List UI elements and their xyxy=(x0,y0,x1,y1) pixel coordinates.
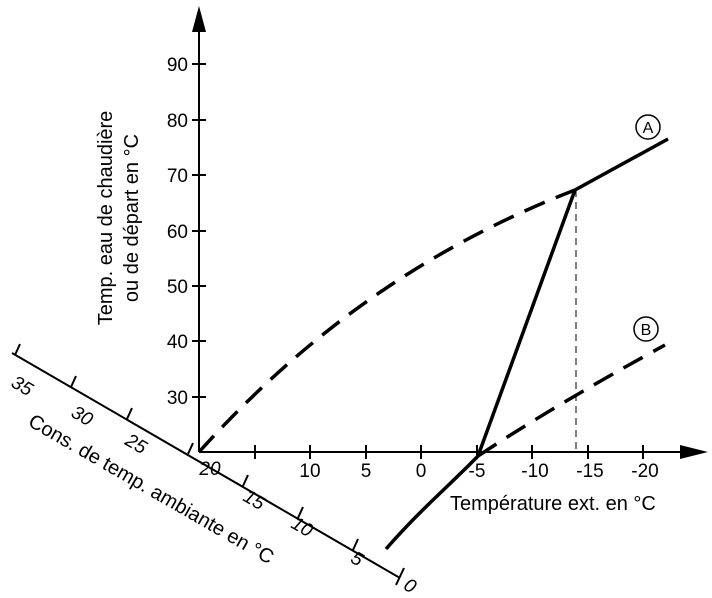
room-tick-label: 15 xyxy=(239,486,268,515)
y-tick-label: 50 xyxy=(167,277,188,298)
x-tick-label: 0 xyxy=(416,461,427,482)
room-axis-tick-labels: 35 30 25 20 15 10 5 0 xyxy=(7,372,420,598)
room-axis-ticks xyxy=(14,343,405,586)
heating-curves xyxy=(197,137,669,551)
y-axis-ticks xyxy=(192,63,206,398)
room-tick-label: 10 xyxy=(287,513,316,542)
y-tick-label: 80 xyxy=(167,111,188,132)
y-axis-arrow xyxy=(192,6,206,32)
curve-b-dashed xyxy=(477,343,666,458)
room-tick-label: 20 xyxy=(198,459,221,480)
room-tick-label: 5 xyxy=(347,548,367,572)
marker-b-label: B xyxy=(641,322,652,339)
y-axis-title-line1: Temp. eau de chaudière xyxy=(95,111,117,326)
y-axis-title: Temp. eau de chaudière ou de départ en °… xyxy=(95,111,143,326)
y-axis-title-line2: ou de départ en °C xyxy=(121,134,143,302)
y-tick-label: 40 xyxy=(167,332,188,353)
room-tick-label: 25 xyxy=(120,430,150,459)
x-tick-label: 10 xyxy=(299,461,320,482)
y-tick-label: 90 xyxy=(167,55,188,76)
y-axis-tick-labels: 30 40 50 60 70 80 90 xyxy=(167,55,188,409)
room-tick-label: 35 xyxy=(7,372,36,401)
marker-a-label: A xyxy=(643,120,654,137)
y-tick-label: 70 xyxy=(167,166,188,187)
room-tick-label: 0 xyxy=(400,575,420,593)
x-tick-label: -5 xyxy=(469,461,486,482)
curve-low-solid xyxy=(384,454,480,551)
curve-a-solid xyxy=(574,137,669,192)
x-tick-label: -20 xyxy=(631,461,658,482)
y-tick-label: 30 xyxy=(167,388,188,409)
x-axis-title: Température ext. en °C xyxy=(450,493,656,515)
transition-line xyxy=(476,189,577,457)
marker-b: B xyxy=(633,316,659,342)
x-axis-arrow xyxy=(680,445,708,459)
y-tick-label: 60 xyxy=(167,222,188,243)
marker-a-circle xyxy=(635,114,661,140)
x-tick-label: -15 xyxy=(576,461,603,482)
x-tick-label: -10 xyxy=(521,461,548,482)
room-axis-line xyxy=(11,352,401,579)
x-axis-tick-labels: 10 5 0 -5 -10 -15 -20 xyxy=(299,461,658,482)
room-tick-label: 30 xyxy=(67,402,96,431)
x-tick-label: 5 xyxy=(361,461,372,482)
marker-b-circle xyxy=(633,316,659,342)
marker-a: A xyxy=(635,114,661,140)
curve-a-dashed xyxy=(197,188,576,454)
